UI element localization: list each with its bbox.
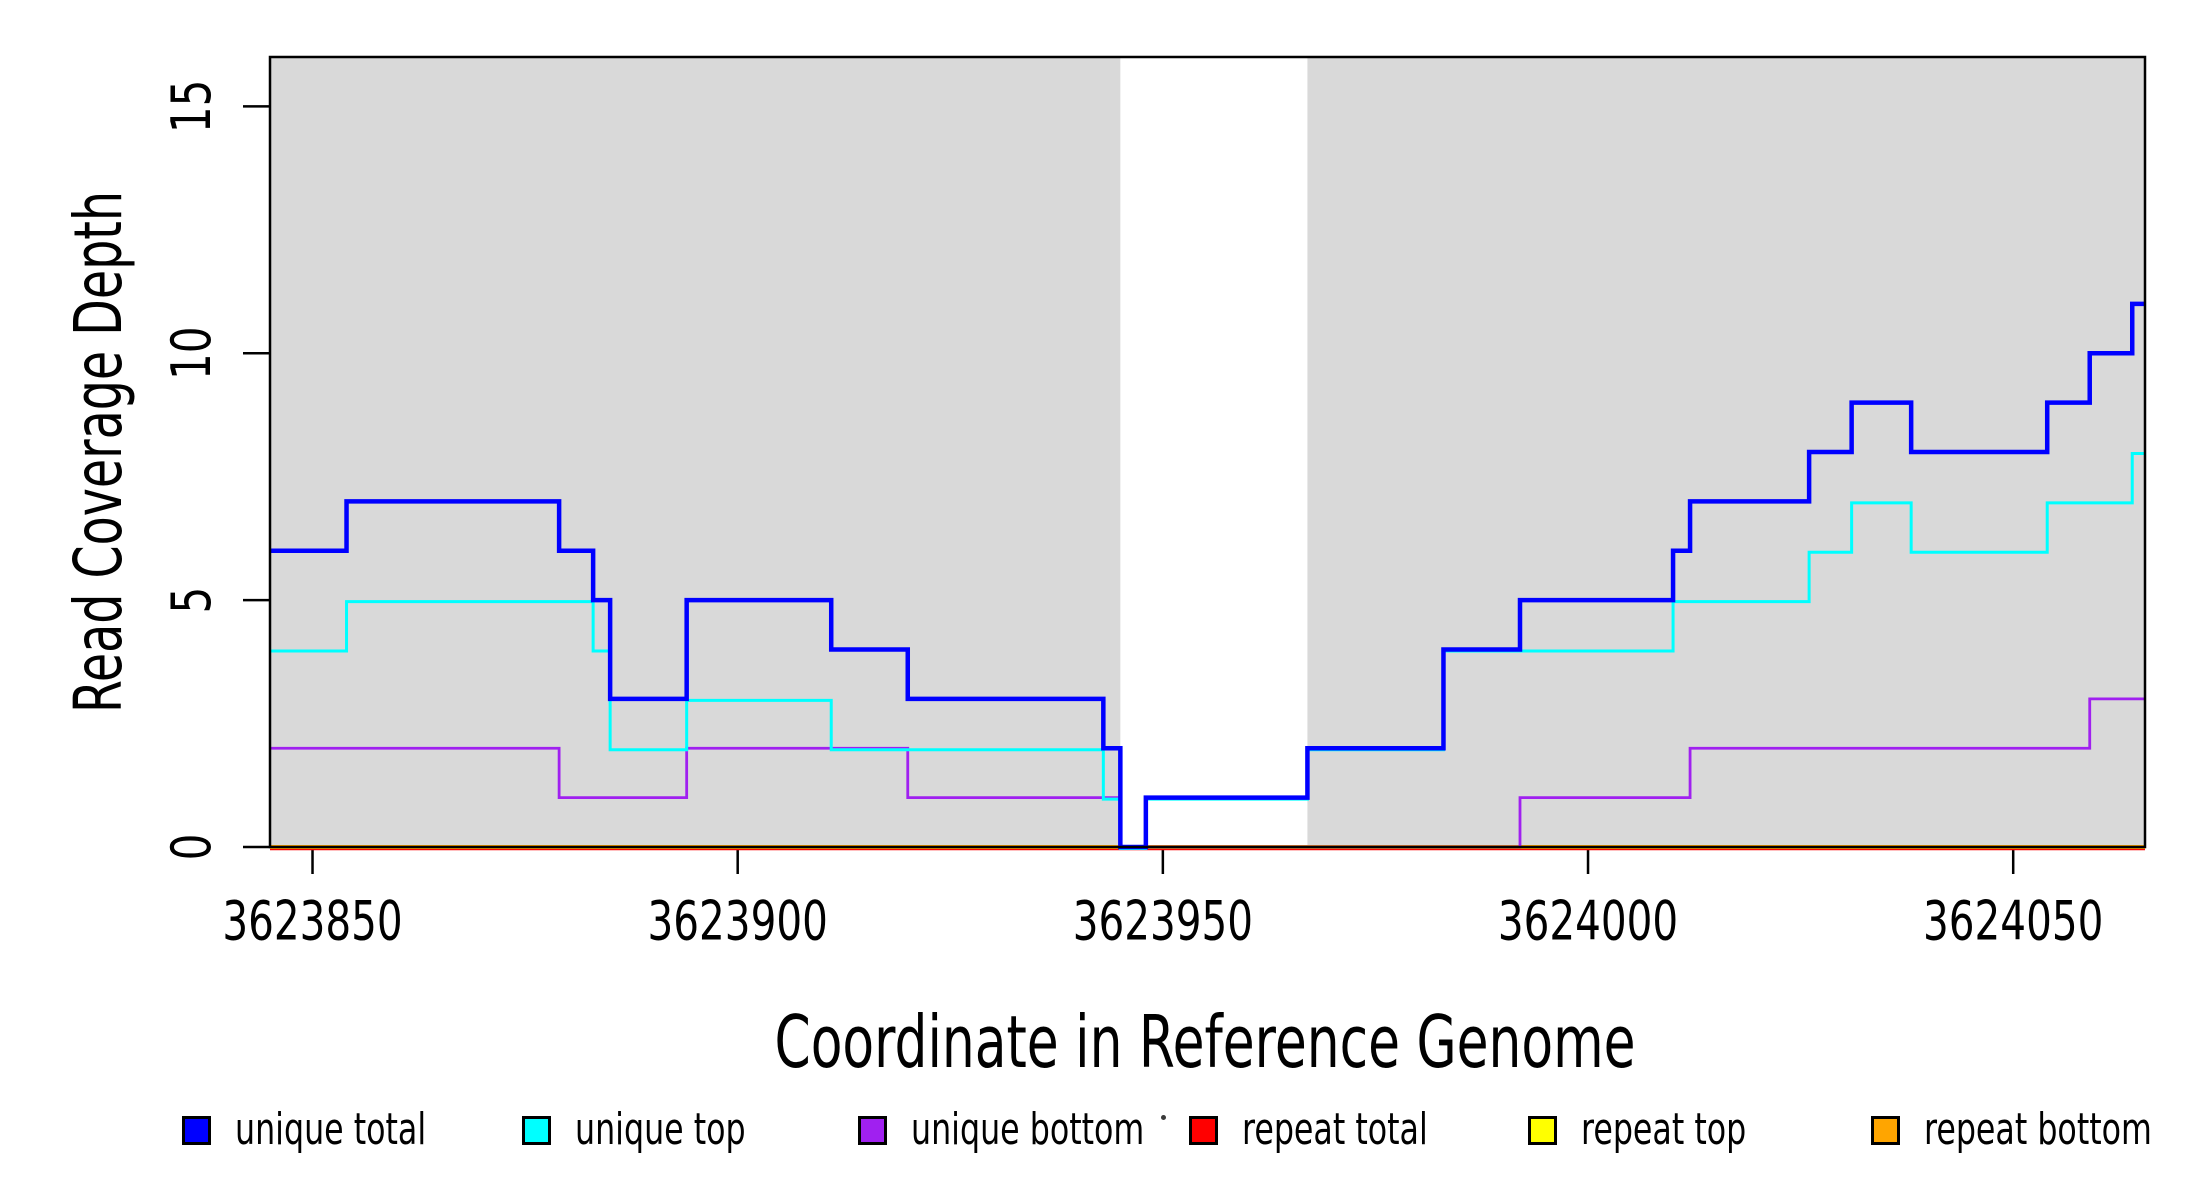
- y-tick-label: 15: [161, 80, 223, 134]
- shaded-region: [270, 57, 1121, 847]
- legend-label: unique total: [235, 1104, 427, 1155]
- legend-swatch-unique-total: [182, 1115, 211, 1145]
- x-tick-label: 3624050: [1923, 891, 2103, 953]
- legend-swatch-unique-bottom: [858, 1115, 887, 1145]
- x-axis-title: Coordinate in Reference Genome: [774, 1000, 1636, 1084]
- legend-swatch-repeat-top: [1528, 1115, 1557, 1145]
- legend-item-repeat-total: repeat total: [1189, 1104, 1500, 1155]
- legend-swatch-repeat-total: [1189, 1115, 1218, 1145]
- legend-label: unique top: [575, 1104, 746, 1155]
- legend-label: repeat top: [1581, 1104, 1747, 1155]
- legend-item-unique-bottom: unique bottom: [858, 1104, 1235, 1155]
- legend-label: repeat total: [1242, 1104, 1428, 1155]
- legend-swatch-unique-top: [522, 1115, 551, 1145]
- x-tick-label: 3623950: [1073, 891, 1253, 953]
- y-tick-label: 5: [161, 587, 223, 614]
- y-tick-label: 10: [161, 326, 223, 380]
- legend-item-unique-top: unique top: [522, 1104, 812, 1155]
- y-axis-title: Read Coverage Depth: [60, 190, 137, 714]
- legend-item-repeat-bottom: repeat bottom: [1871, 1104, 2200, 1155]
- x-tick-label: 3623900: [648, 891, 828, 953]
- y-tick-label: 0: [161, 834, 223, 861]
- legend-label: repeat bottom: [1924, 1104, 2152, 1155]
- legend-swatch-repeat-bottom: [1871, 1115, 1900, 1145]
- x-tick-label: 3623850: [222, 891, 402, 953]
- stray-dot: [1161, 1115, 1166, 1120]
- legend-item-unique-total: unique total: [182, 1104, 500, 1155]
- series-unique-total: [270, 301, 2145, 850]
- legend-label: unique bottom: [911, 1104, 1145, 1155]
- x-tick-label: 3624000: [1498, 891, 1678, 953]
- legend-item-repeat-top: repeat top: [1528, 1104, 1811, 1155]
- plot-border: [268, 55, 2147, 849]
